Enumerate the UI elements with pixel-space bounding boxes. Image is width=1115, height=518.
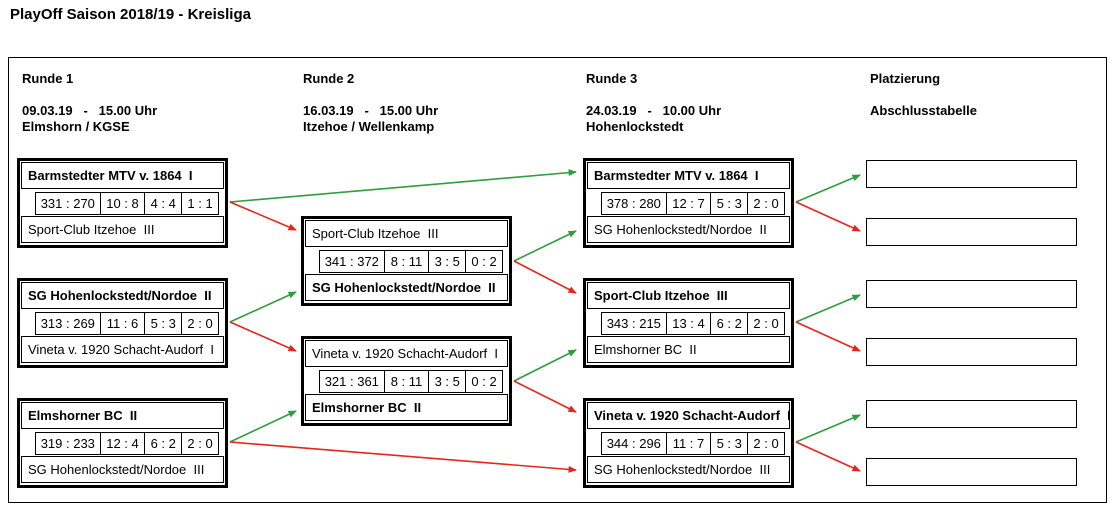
- match-runde1-2: SG Hohenlockstedt/Nordoe II 313 : 269 11…: [17, 278, 228, 368]
- team1-name: Sport-Club Itzehoe III: [587, 282, 790, 309]
- placement-row-2: 2:SG Hohenlockstedt/Nordoe II: [866, 218, 1077, 246]
- round-location: Elmshorn / KGSE: [22, 119, 130, 134]
- score-points: 11 : 6: [101, 313, 146, 334]
- score-row: 378 : 280 12 : 7 5 : 3 2 : 0: [601, 192, 785, 215]
- score-points: 8 : 11: [385, 251, 430, 272]
- team2-name: SG Hohenlockstedt/Nordoe II: [305, 274, 508, 301]
- team1-name: Elmshorner BC II: [21, 402, 224, 429]
- score-row: 313 : 269 11 : 6 5 : 3 2 : 0: [35, 312, 219, 335]
- placement-title: Platzierung: [870, 71, 941, 86]
- score-match: 2 : 0: [753, 196, 779, 211]
- score-pins: 331 : 270: [36, 193, 101, 214]
- round-title: Runde 2: [303, 71, 355, 86]
- team2-name: SG Hohenlockstedt/Nordoe III: [587, 456, 790, 483]
- score-sets: 6 : 2: [711, 313, 749, 334]
- team2-name: Elmshorner BC II: [305, 394, 508, 421]
- match-runde2-1: Sport-Club Itzehoe III 341 : 372 8 : 11 …: [301, 216, 512, 306]
- team2-name: SG Hohenlockstedt/Nordoe III: [21, 456, 224, 483]
- team1-name: Barmstedter MTV v. 1864 I: [587, 162, 790, 189]
- score-points: 12 : 7: [667, 193, 712, 214]
- round-title: Runde 3: [586, 71, 638, 86]
- score-row: 343 : 215 13 : 4 6 : 2 2 : 0: [601, 312, 785, 335]
- page-title: PlayOff Saison 2018/19 - Kreisliga: [10, 6, 251, 23]
- score-points: 13 : 4: [667, 313, 712, 334]
- placement-row-3: 3:Sport-Club Itzehoe III: [866, 280, 1077, 308]
- score-points: 11 : 7: [667, 433, 712, 454]
- score-match: 0 : 2: [471, 254, 497, 269]
- team2-name: Vineta v. 1920 Schacht-Audorf I: [21, 336, 224, 363]
- team1-name: Vineta v. 1920 Schacht-Audorf I: [587, 402, 790, 429]
- team2-name: SG Hohenlockstedt/Nordoe II: [587, 216, 790, 243]
- score-sets: 5 : 3: [711, 433, 749, 454]
- score-sets: 3 : 5: [429, 251, 467, 272]
- placement-row-4: 4:Elmshorner BC II: [866, 338, 1077, 366]
- score-match: 2 : 0: [187, 316, 213, 331]
- team1-name: Vineta v. 1920 Schacht-Audorf I: [305, 340, 508, 367]
- score-sets: 3 : 5: [429, 371, 467, 392]
- match-runde3-2: Sport-Club Itzehoe III 343 : 215 13 : 4 …: [583, 278, 794, 368]
- score-sets: 4 : 4: [145, 193, 183, 214]
- round-datetime: 16.03.19 - 15.00 Uhr: [303, 103, 439, 118]
- score-sets: 5 : 3: [145, 313, 183, 334]
- score-row: 341 : 372 8 : 11 3 : 5 0 : 2: [319, 250, 503, 273]
- score-pins: 341 : 372: [320, 251, 385, 272]
- score-row: 319 : 233 12 : 4 6 : 2 2 : 0: [35, 432, 219, 455]
- round-location: Itzehoe / Wellenkamp: [303, 119, 435, 134]
- column-header-platzierung: Platzierung Abschlusstabelle: [870, 71, 977, 119]
- match-runde2-2: Vineta v. 1920 Schacht-Audorf I 321 : 36…: [301, 336, 512, 426]
- column-header-runde3: Runde 3 24.03.19 - 10.00 Uhr Hohenlockst…: [586, 71, 721, 135]
- round-location: Hohenlockstedt: [586, 119, 684, 134]
- match-runde3-3: Vineta v. 1920 Schacht-Audorf I 344 : 29…: [583, 398, 794, 488]
- score-points: 10 : 8: [101, 193, 146, 214]
- score-pins: 378 : 280: [602, 193, 667, 214]
- team1-name: Sport-Club Itzehoe III: [305, 220, 508, 247]
- score-match: 2 : 0: [187, 436, 213, 451]
- team2-name: Sport-Club Itzehoe III: [21, 216, 224, 243]
- match-runde1-3: Elmshorner BC II 319 : 233 12 : 4 6 : 2 …: [17, 398, 228, 488]
- team1-name: Barmstedter MTV v. 1864 I: [21, 162, 224, 189]
- score-pins: 319 : 233: [36, 433, 101, 454]
- placement-row-1: 1:Barmstedter MTV v. 1864 I: [866, 160, 1077, 188]
- placement-subtitle: Abschlusstabelle: [870, 103, 977, 118]
- team2-name: Elmshorner BC II: [587, 336, 790, 363]
- column-header-runde1: Runde 1 09.03.19 - 15.00 Uhr Elmshorn / …: [22, 71, 157, 135]
- score-row: 344 : 296 11 : 7 5 : 3 2 : 0: [601, 432, 785, 455]
- placement-row-5: 5:Vineta v. 1920 Schacht-Audorf I: [866, 400, 1077, 428]
- score-sets: 6 : 2: [145, 433, 183, 454]
- score-match: 1 : 1: [187, 196, 213, 211]
- round-datetime: 09.03.19 - 15.00 Uhr: [22, 103, 158, 118]
- score-points: 12 : 4: [101, 433, 146, 454]
- match-runde3-1: Barmstedter MTV v. 1864 I 378 : 280 12 :…: [583, 158, 794, 248]
- score-pins: 343 : 215: [602, 313, 667, 334]
- match-runde1-1: Barmstedter MTV v. 1864 I 331 : 270 10 :…: [17, 158, 228, 248]
- placement-row-6: 6:SG Hohenlockstedt/Nordoe III: [866, 458, 1077, 486]
- score-row: 321 : 361 8 : 11 3 : 5 0 : 2: [319, 370, 503, 393]
- round-title: Runde 1: [22, 71, 74, 86]
- column-header-runde2: Runde 2 16.03.19 - 15.00 Uhr Itzehoe / W…: [303, 71, 438, 135]
- score-match: 2 : 0: [753, 316, 779, 331]
- score-pins: 344 : 296: [602, 433, 667, 454]
- score-row: 331 : 270 10 : 8 4 : 4 1 : 1: [35, 192, 219, 215]
- score-sets: 5 : 3: [711, 193, 749, 214]
- score-match: 0 : 2: [471, 374, 497, 389]
- round-datetime: 24.03.19 - 10.00 Uhr: [586, 103, 722, 118]
- score-points: 8 : 11: [385, 371, 430, 392]
- team1-name: SG Hohenlockstedt/Nordoe II: [21, 282, 224, 309]
- score-match: 2 : 0: [753, 436, 779, 451]
- score-pins: 321 : 361: [320, 371, 385, 392]
- score-pins: 313 : 269: [36, 313, 101, 334]
